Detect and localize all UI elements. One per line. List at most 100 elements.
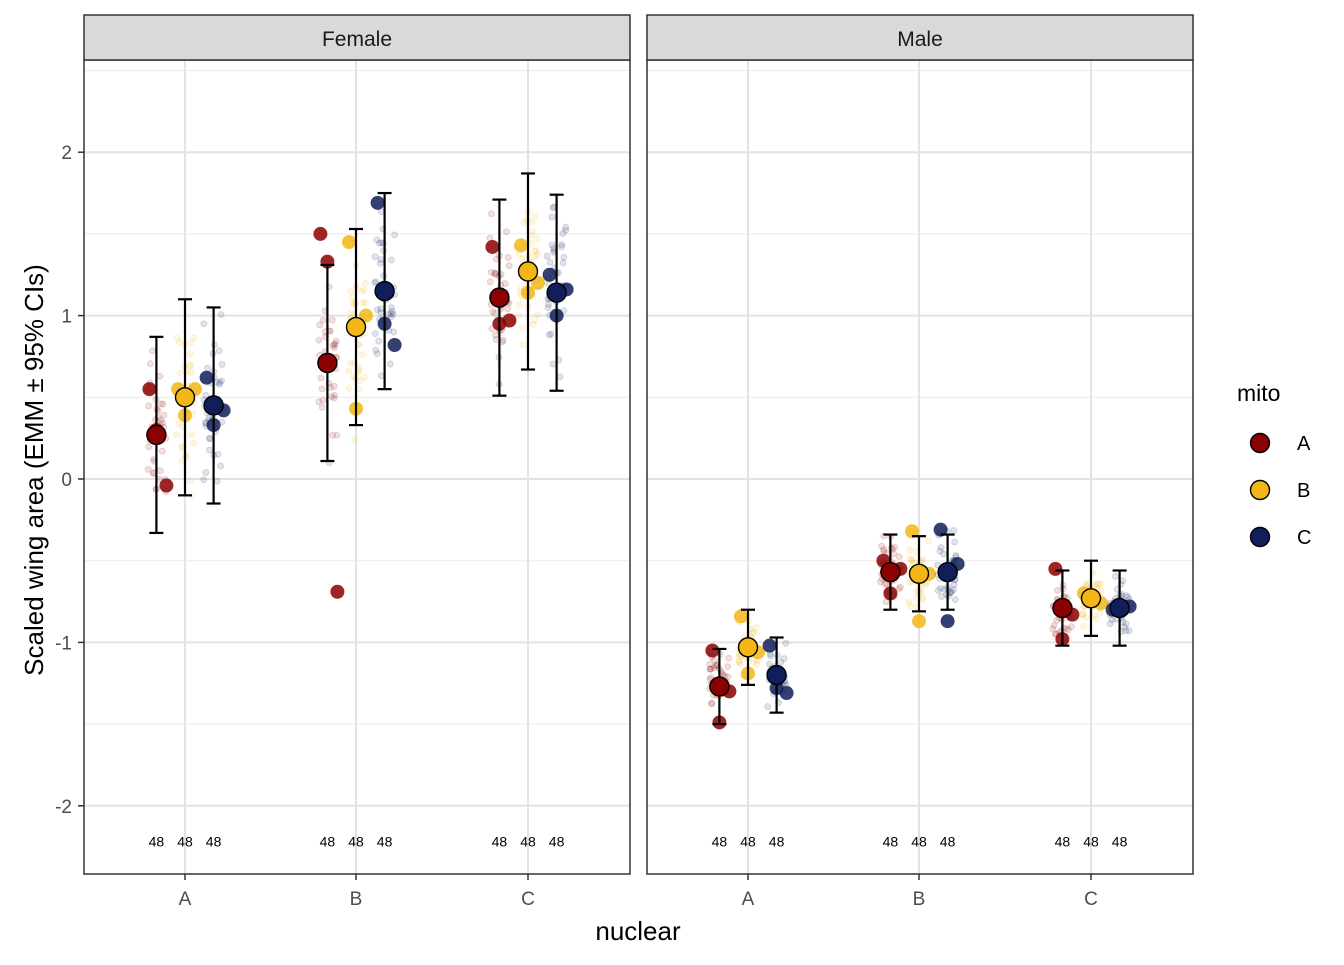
count-label: 48 bbox=[492, 834, 508, 850]
raw-point bbox=[200, 476, 208, 484]
raw-point bbox=[560, 253, 568, 261]
raw-point bbox=[487, 268, 495, 276]
replicate-point bbox=[514, 238, 528, 253]
emm-point bbox=[1080, 588, 1102, 609]
raw-point bbox=[213, 477, 221, 485]
raw-point bbox=[725, 654, 733, 662]
raw-point bbox=[529, 228, 537, 236]
x-tick-label: B bbox=[913, 889, 926, 910]
legend: mito A B C bbox=[1237, 380, 1311, 549]
series-male-B-A: 48 bbox=[876, 532, 908, 850]
y-tick-label: 1 bbox=[61, 307, 72, 328]
count-label: 48 bbox=[911, 834, 927, 850]
raw-point bbox=[531, 247, 538, 255]
raw-point bbox=[750, 629, 758, 637]
raw-point bbox=[159, 400, 167, 408]
raw-point bbox=[386, 360, 394, 368]
x-tick-label: B bbox=[350, 889, 363, 910]
emm-point bbox=[317, 352, 338, 374]
raw-point bbox=[316, 321, 324, 329]
raw-point bbox=[1119, 577, 1127, 585]
count-label: 48 bbox=[1055, 834, 1071, 850]
raw-point bbox=[895, 585, 903, 593]
emm-point bbox=[908, 563, 930, 584]
raw-point bbox=[187, 368, 195, 376]
raw-point bbox=[710, 664, 718, 672]
series-female-B-A: 48 bbox=[313, 226, 345, 850]
series-female-C-B: 48 bbox=[514, 172, 545, 850]
raw-point bbox=[766, 660, 773, 668]
raw-point bbox=[938, 593, 945, 600]
raw-point bbox=[533, 234, 541, 242]
raw-point bbox=[346, 359, 354, 367]
raw-point bbox=[735, 657, 743, 665]
raw-point bbox=[358, 351, 366, 359]
raw-point bbox=[361, 280, 369, 287]
raw-point bbox=[950, 586, 957, 594]
raw-point bbox=[373, 350, 381, 358]
raw-point bbox=[360, 286, 368, 294]
y-tick-label: 0 bbox=[61, 470, 72, 491]
raw-point bbox=[215, 347, 223, 355]
raw-point bbox=[950, 581, 958, 589]
raw-point bbox=[371, 253, 379, 261]
raw-point bbox=[176, 369, 184, 377]
raw-point bbox=[906, 579, 913, 587]
count-label: 48 bbox=[377, 834, 393, 850]
emm-point bbox=[546, 282, 567, 303]
raw-point bbox=[1112, 572, 1119, 580]
count-label: 48 bbox=[769, 834, 785, 850]
raw-point bbox=[329, 342, 337, 350]
facet-strip-label: Female bbox=[322, 28, 392, 51]
raw-point bbox=[950, 527, 958, 534]
raw-point bbox=[1079, 610, 1087, 618]
raw-point bbox=[1122, 620, 1130, 628]
replicate-point bbox=[1048, 561, 1063, 576]
series-male-B-C: 48 bbox=[933, 522, 965, 850]
raw-point bbox=[1093, 615, 1101, 623]
raw-point bbox=[175, 338, 183, 346]
raw-point bbox=[185, 362, 193, 370]
legend-label-A: A bbox=[1297, 433, 1311, 455]
replicate-point bbox=[912, 614, 926, 629]
raw-point bbox=[188, 431, 196, 438]
emm-point bbox=[737, 637, 759, 658]
raw-point bbox=[156, 372, 164, 380]
raw-point bbox=[905, 598, 913, 606]
emm-point bbox=[374, 280, 395, 302]
raw-point bbox=[1094, 580, 1102, 588]
emm-point bbox=[1109, 597, 1130, 619]
raw-point bbox=[486, 278, 494, 286]
count-label: 48 bbox=[549, 834, 565, 850]
raw-point bbox=[549, 360, 557, 368]
raw-point bbox=[706, 665, 714, 673]
raw-point bbox=[187, 361, 195, 369]
raw-point bbox=[387, 313, 395, 321]
count-label: 48 bbox=[712, 834, 728, 850]
raw-point bbox=[708, 699, 716, 707]
raw-point bbox=[371, 279, 379, 287]
raw-point bbox=[371, 330, 379, 338]
raw-point bbox=[909, 556, 916, 564]
series-female-C-A: 48 bbox=[485, 198, 517, 850]
raw-point bbox=[355, 377, 363, 385]
raw-point bbox=[549, 204, 557, 212]
raw-point bbox=[706, 665, 714, 673]
raw-point bbox=[348, 293, 356, 301]
raw-point bbox=[206, 435, 214, 443]
raw-point bbox=[543, 252, 551, 260]
raw-point bbox=[360, 373, 368, 381]
count-label: 48 bbox=[149, 834, 165, 850]
raw-point bbox=[895, 553, 903, 561]
replicate-point bbox=[734, 609, 748, 624]
raw-point bbox=[173, 334, 181, 342]
raw-point bbox=[345, 385, 353, 392]
raw-point bbox=[319, 396, 327, 404]
raw-point bbox=[764, 703, 772, 711]
raw-point bbox=[350, 436, 358, 444]
raw-point bbox=[1078, 611, 1086, 619]
raw-point bbox=[934, 587, 942, 594]
raw-point bbox=[753, 623, 760, 631]
